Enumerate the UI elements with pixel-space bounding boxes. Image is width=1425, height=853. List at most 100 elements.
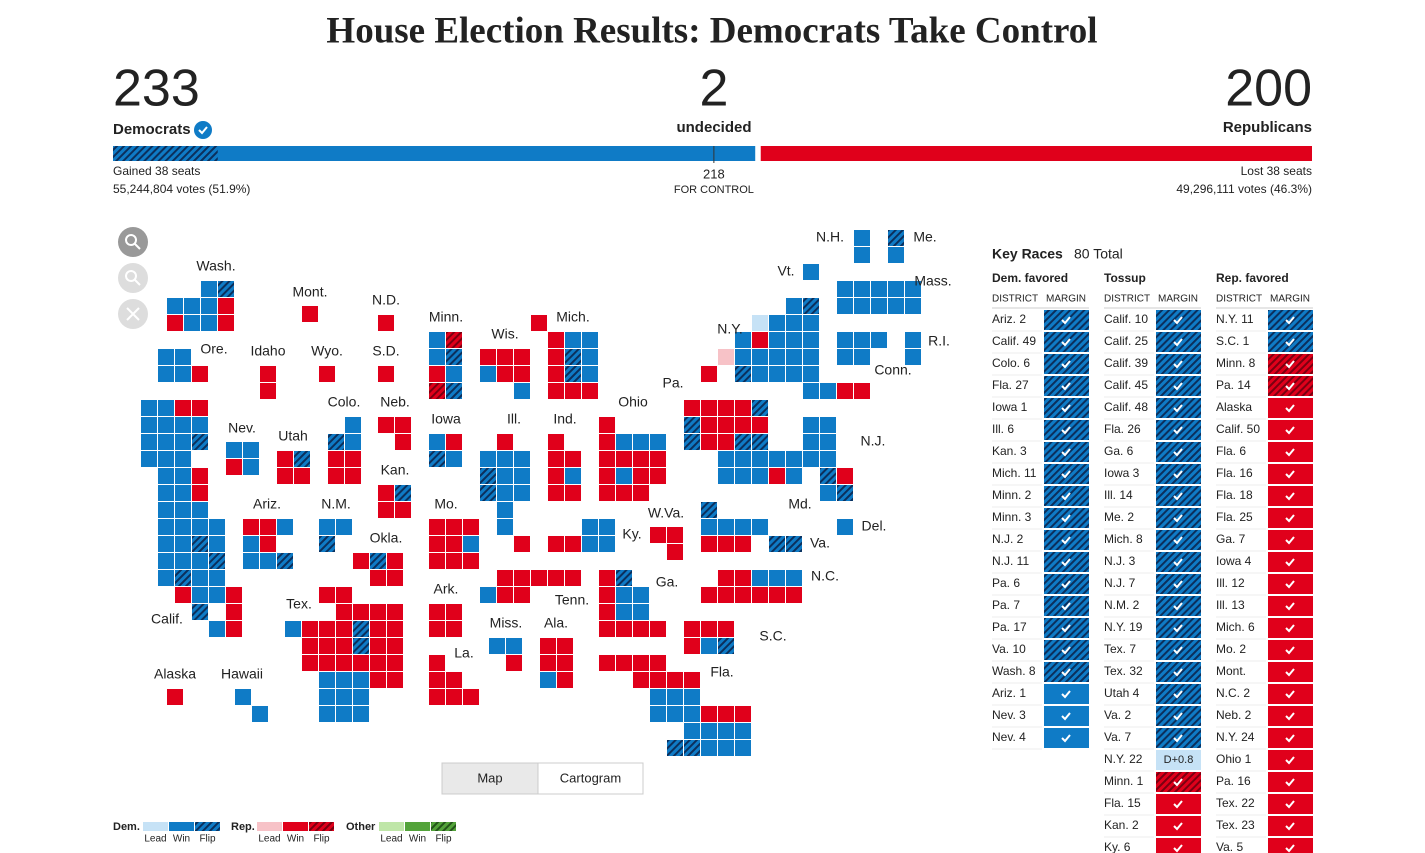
district-cell xyxy=(701,740,717,756)
race-district: Mich. 11 xyxy=(992,466,1037,480)
state-label: Tenn. xyxy=(555,592,589,608)
race-district: Fla. 25 xyxy=(1216,510,1253,524)
state-label: Wash. xyxy=(196,258,235,274)
state-label: Calif. xyxy=(151,611,183,627)
state-label: Mont. xyxy=(292,284,327,300)
race-district: Calif. 49 xyxy=(992,334,1036,348)
district-cell xyxy=(718,536,734,552)
reset[interactable] xyxy=(118,299,148,329)
district-cell xyxy=(837,468,853,484)
district-cell xyxy=(540,638,556,654)
win-check xyxy=(1285,844,1295,853)
view-button[interactable] xyxy=(537,762,644,795)
district-cell xyxy=(336,587,352,603)
margin-label: D+0.8 xyxy=(1164,754,1194,766)
race-district: Va. 10 xyxy=(992,642,1026,656)
district-cell xyxy=(667,544,683,560)
district-cell xyxy=(370,655,386,671)
state-label: Ore. xyxy=(200,341,227,357)
district-cell xyxy=(387,638,403,654)
state-label: N.Y. xyxy=(717,321,742,337)
view-button[interactable] xyxy=(441,762,539,795)
zoom-out[interactable] xyxy=(118,263,148,293)
district-cell xyxy=(565,349,581,365)
win-check xyxy=(1285,624,1295,633)
district-cell xyxy=(446,434,462,450)
district-cell xyxy=(769,587,785,603)
win-check xyxy=(1061,712,1071,721)
district-cell xyxy=(557,655,573,671)
state-label: N.D. xyxy=(372,292,400,308)
district-cell xyxy=(684,400,700,416)
state-label: W.Va. xyxy=(648,505,684,521)
state-label: N.M. xyxy=(321,496,351,512)
title: House Election Results: Democrats Take C… xyxy=(326,10,1097,51)
state-label: Iowa xyxy=(431,411,461,427)
race-district: Ill. 13 xyxy=(1216,598,1245,612)
legend-group: Rep. xyxy=(231,821,255,833)
state-label: Fla. xyxy=(710,664,733,680)
district-cell xyxy=(752,451,768,467)
zoom-in[interactable] xyxy=(118,227,148,257)
district-cell xyxy=(854,247,870,263)
dem-flip-bar xyxy=(113,146,218,161)
view-label[interactable]: Cartogram xyxy=(560,770,621,785)
district-cell xyxy=(718,349,734,365)
district-cell xyxy=(735,332,751,348)
state-label: Vt. xyxy=(777,263,794,279)
race-district: Fla. 18 xyxy=(1216,488,1253,502)
district-cell xyxy=(226,442,242,458)
race-district: N.Y. 24 xyxy=(1216,730,1255,744)
district-cell xyxy=(820,451,836,467)
district-cell xyxy=(803,417,819,433)
district-cell xyxy=(387,621,403,637)
district-cell xyxy=(633,672,649,688)
race-margin xyxy=(1156,838,1201,853)
district-cell xyxy=(718,723,734,739)
district-cell xyxy=(633,655,649,671)
district-cell xyxy=(854,383,870,399)
district-cell xyxy=(888,230,904,246)
legend-label: Win xyxy=(409,834,426,845)
win-check xyxy=(1285,822,1295,831)
district-cell xyxy=(650,706,666,722)
district-cell xyxy=(294,468,310,484)
district-cell xyxy=(158,417,174,433)
district-cell xyxy=(633,587,649,603)
district-cell xyxy=(854,349,870,365)
state-label: Mich. xyxy=(556,309,589,325)
district-cell xyxy=(319,587,335,603)
race-district: Calif. 45 xyxy=(1104,378,1148,392)
district-cell xyxy=(294,451,310,467)
district-cell xyxy=(701,519,717,535)
district-cell xyxy=(446,536,462,552)
district-cell xyxy=(497,587,513,603)
district-cell xyxy=(548,383,564,399)
district-cell xyxy=(378,485,394,501)
district-cell xyxy=(192,604,208,620)
view-label[interactable]: Map xyxy=(477,770,502,785)
race-district: Calif. 25 xyxy=(1104,334,1148,348)
race-district: Nev. 4 xyxy=(992,730,1026,744)
district-cell xyxy=(480,451,496,467)
district-cell xyxy=(752,315,768,331)
district-cell xyxy=(429,434,445,450)
district-cell xyxy=(701,366,717,382)
district-cell xyxy=(395,434,411,450)
state-label: Ark. xyxy=(434,581,459,597)
state-label: Miss. xyxy=(490,615,523,631)
district-cell xyxy=(820,383,836,399)
win-check xyxy=(1061,404,1071,413)
district-cell xyxy=(701,723,717,739)
district-cell xyxy=(446,604,462,620)
district-cell xyxy=(718,417,734,433)
win-check xyxy=(1285,536,1295,545)
race-district: Iowa 4 xyxy=(1216,554,1252,568)
district-cell xyxy=(599,587,615,603)
district-cell xyxy=(616,604,632,620)
district-cell xyxy=(226,587,242,603)
district-cell xyxy=(446,366,462,382)
district-cell xyxy=(429,655,445,671)
district-cell xyxy=(158,400,174,416)
district-cell xyxy=(243,442,259,458)
